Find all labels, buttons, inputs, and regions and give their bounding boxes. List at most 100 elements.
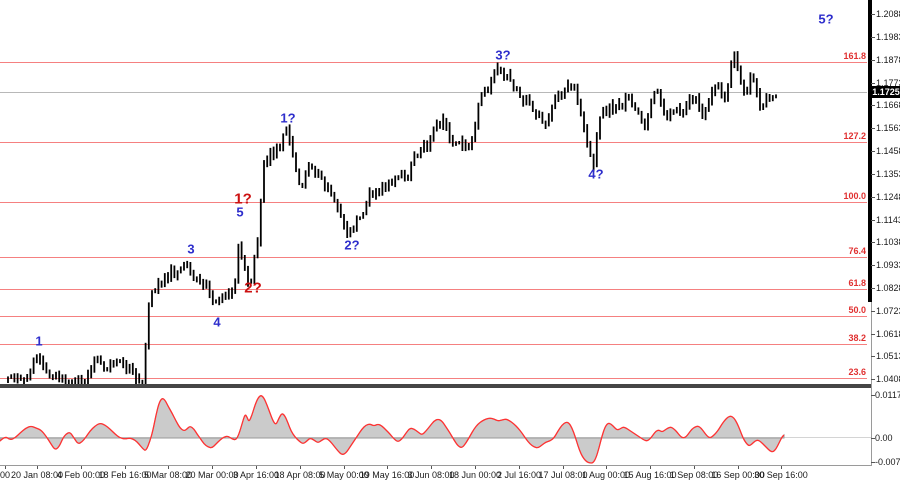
wave-label-1q[interactable]: 1? — [234, 190, 252, 208]
time-axis-label: 20 Mar 00:00 — [185, 470, 239, 480]
price-axis-tick — [871, 151, 875, 152]
price-axis-label: 1.1248 — [876, 192, 900, 202]
price-axis-label: 1.0933 — [876, 260, 900, 270]
time-axis-tick — [256, 466, 257, 469]
price-axis-label: 1.0828 — [876, 283, 900, 293]
time-axis-label: 1 Aug 00:00 — [581, 470, 631, 480]
price-axis-label: 1.1563 — [876, 123, 900, 133]
wave-label-3q[interactable]: 3? — [495, 47, 511, 63]
price-axis-tick — [871, 311, 875, 312]
time-axis-label: 20 Jan 08:00 — [10, 470, 64, 480]
time-axis-tick — [344, 466, 345, 469]
time-axis-label: 18 Jun 00:00 — [448, 470, 502, 480]
fib-label-50.0: 50.0 — [848, 305, 866, 315]
time-axis-tick — [738, 466, 739, 469]
price-axis-tick — [871, 288, 875, 289]
fib-label-76.4: 76.4 — [848, 246, 866, 256]
time-axis-label: 3 Jun 08:00 — [407, 470, 455, 480]
time-axis-tick — [650, 466, 651, 469]
panel-separator[interactable] — [0, 384, 872, 388]
time-axis-tick — [168, 466, 169, 469]
oscillator-canvas[interactable] — [0, 388, 872, 465]
wave-label-1[interactable]: 1 — [35, 333, 43, 349]
time-axis-label: 1 Sep 08:00 — [669, 470, 719, 480]
price-axis-label: 1.1458 — [876, 146, 900, 156]
time-axis-label: 18 Apr 08:00 — [274, 470, 326, 480]
price-axis-tick — [871, 334, 875, 335]
fib-label-161.8: 161.8 — [843, 51, 866, 61]
price-axis-tick — [871, 379, 875, 380]
price-axis-tick — [871, 37, 875, 38]
price-axis-label: 1.2088 — [876, 9, 900, 19]
fib-label-100.0: 100.0 — [843, 191, 866, 201]
indicator-bottom-border — [0, 465, 872, 466]
wave-label-4q[interactable]: 4? — [588, 166, 604, 182]
time-axis-tick — [37, 466, 38, 469]
price-axis-label: 1.0618 — [876, 329, 900, 339]
time-axis-label: 5 Mar 08:00 — [143, 470, 193, 480]
wave-label-3[interactable]: 3 — [187, 241, 195, 257]
time-axis-tick — [563, 466, 564, 469]
fib-label-38.2: 38.2 — [848, 333, 866, 343]
wave-label-2q[interactable]: 2? — [244, 279, 262, 297]
wave-label-2q[interactable]: 2? — [344, 237, 360, 253]
time-axis-label: 3 Apr 16:00 — [232, 470, 280, 480]
fib-label-23.6: 23.6 — [848, 367, 866, 377]
fib-line-23.6 — [0, 378, 867, 379]
price-axis-label: 1.0408 — [876, 374, 900, 384]
price-axis-label: 1.1878 — [876, 55, 900, 65]
fib-line-38.2 — [0, 344, 867, 345]
wave-label-5q[interactable]: 5? — [818, 11, 834, 27]
fib-line-61.8 — [0, 289, 867, 290]
indicator-axis-tick — [871, 462, 875, 463]
time-axis-tick — [694, 466, 695, 469]
time-axis-tick — [781, 466, 782, 469]
oscillator-panel[interactable] — [0, 388, 872, 465]
time-axis-label: 4 Feb 00:00 — [56, 470, 106, 480]
time-axis-tick — [81, 466, 82, 469]
time-axis-label: 00 — [0, 470, 11, 480]
price-axis-label: 1.1143 — [876, 215, 900, 225]
wave-label-1q[interactable]: 1? — [280, 110, 296, 126]
price-axis-label: 1.0723 — [876, 306, 900, 316]
candlestick-canvas[interactable] — [0, 0, 872, 388]
fib-label-61.8: 61.8 — [848, 278, 866, 288]
price-axis-label: 1.1773 — [876, 78, 900, 88]
time-axis-label: 18 Feb 16:00 — [98, 470, 152, 480]
time-axis-label: 17 Jul 08:00 — [538, 470, 588, 480]
wave-label-4[interactable]: 4 — [213, 314, 221, 330]
wave-label-5[interactable]: 5 — [236, 204, 244, 220]
time-axis-tick — [125, 466, 126, 469]
price-axis-label: 1.1038 — [876, 237, 900, 247]
indicator-axis-tick — [871, 395, 875, 396]
time-axis-label: 2 Jul 16:00 — [496, 470, 542, 480]
time-axis-tick — [431, 466, 432, 469]
current-price-badge: 1.1725 — [872, 86, 900, 98]
time-axis-tick — [212, 466, 213, 469]
time-axis-label: 30 Sep 16:00 — [754, 470, 808, 480]
price-axis-tick — [871, 128, 875, 129]
price-chart-panel[interactable]: 161.8 127.2 100.0 76.4 61.8 50.0 38.2 23.6 1 3 4 5… — [0, 0, 872, 388]
price-axis-tick — [871, 174, 875, 175]
time-axis-label: 5 May 00:00 — [319, 470, 369, 480]
right-edge-marker-bar — [868, 0, 872, 302]
price-axis-tick — [871, 83, 875, 84]
indicator-axis-tick — [871, 438, 875, 439]
time-axis-tick — [5, 466, 6, 469]
price-axis-label: 1.1983 — [876, 32, 900, 42]
fib-line-76.4 — [0, 257, 867, 258]
time-axis-tick — [300, 466, 301, 469]
time-axis-label: 19 May 16:00 — [359, 470, 415, 480]
time-axis-tick — [387, 466, 388, 469]
price-axis-tick — [871, 265, 875, 266]
price-axis-label: 1.1353 — [876, 169, 900, 179]
fib-line-50.0 — [0, 316, 867, 317]
price-axis-label: 1.0513 — [876, 351, 900, 361]
price-axis-label: 1.1668 — [876, 100, 900, 110]
price-axis-tick — [871, 197, 875, 198]
price-axis-tick — [871, 60, 875, 61]
price-axis-tick — [871, 220, 875, 221]
fib-line-161.8 — [0, 62, 867, 63]
fib-line-127.2 — [0, 142, 867, 143]
